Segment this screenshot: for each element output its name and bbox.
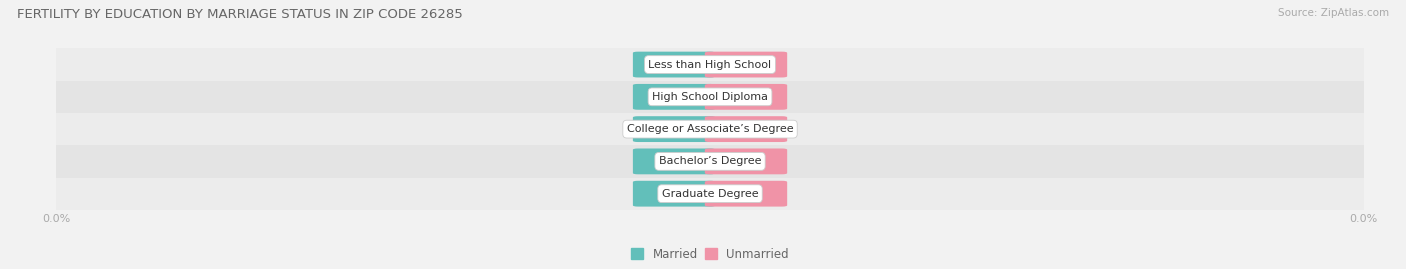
Text: Graduate Degree: Graduate Degree [662, 189, 758, 199]
Bar [56, 145, 1364, 178]
FancyBboxPatch shape [633, 148, 716, 174]
Text: 0.0%: 0.0% [659, 189, 689, 199]
Text: College or Associate’s Degree: College or Associate’s Degree [627, 124, 793, 134]
Text: Source: ZipAtlas.com: Source: ZipAtlas.com [1278, 8, 1389, 18]
FancyBboxPatch shape [633, 116, 716, 142]
Text: Less than High School: Less than High School [648, 59, 772, 70]
Bar [56, 113, 1364, 145]
FancyBboxPatch shape [633, 84, 716, 110]
Bar [56, 178, 1364, 210]
Legend: Married, Unmarried: Married, Unmarried [627, 243, 793, 265]
Text: 0.0%: 0.0% [659, 92, 689, 102]
Text: 0.0%: 0.0% [659, 156, 689, 167]
Text: 0.0%: 0.0% [659, 59, 689, 70]
FancyBboxPatch shape [704, 116, 787, 142]
Text: 0.0%: 0.0% [731, 124, 761, 134]
Text: Bachelor’s Degree: Bachelor’s Degree [659, 156, 761, 167]
Bar [56, 48, 1364, 81]
FancyBboxPatch shape [633, 52, 716, 77]
Text: 0.0%: 0.0% [731, 189, 761, 199]
Text: High School Diploma: High School Diploma [652, 92, 768, 102]
Text: 0.0%: 0.0% [731, 156, 761, 167]
FancyBboxPatch shape [704, 181, 787, 207]
Text: FERTILITY BY EDUCATION BY MARRIAGE STATUS IN ZIP CODE 26285: FERTILITY BY EDUCATION BY MARRIAGE STATU… [17, 8, 463, 21]
FancyBboxPatch shape [633, 181, 716, 207]
Text: 0.0%: 0.0% [659, 124, 689, 134]
Bar [56, 81, 1364, 113]
FancyBboxPatch shape [704, 52, 787, 77]
Text: 0.0%: 0.0% [731, 59, 761, 70]
FancyBboxPatch shape [704, 148, 787, 174]
FancyBboxPatch shape [704, 84, 787, 110]
Text: 0.0%: 0.0% [731, 92, 761, 102]
